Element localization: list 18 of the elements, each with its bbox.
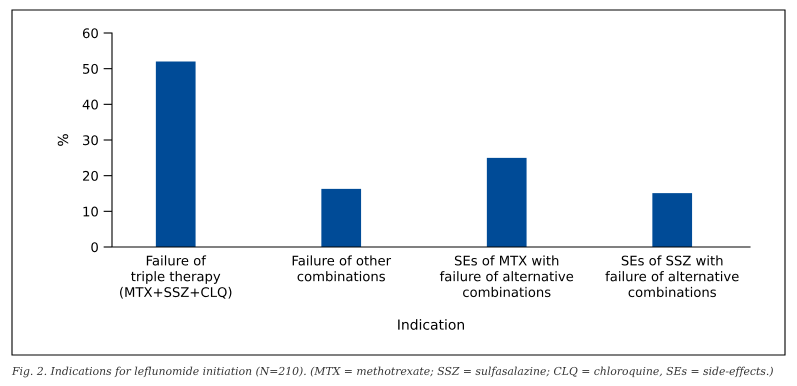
- y-tick-label: 0: [91, 242, 98, 252]
- y-tick-label: 60: [82, 28, 98, 38]
- y-tick-label: 50: [83, 64, 98, 74]
- bar: [486, 158, 527, 247]
- x-axis-title: Indication: [398, 319, 464, 330]
- caption: Fig. 2. Indications for leflunomide initiation (N=210). (MTX = methotrexate; SSZ = sulfasalazine; CLQ = chloroquine, SEs = side-effects.): [12, 366, 773, 378]
- x-tick-label: SEs of MTX with failure of alternative combinations: [440, 255, 574, 298]
- bar: [652, 193, 692, 247]
- bar: [156, 62, 196, 247]
- bar: [321, 188, 362, 247]
- y-axis-title: %: [58, 134, 68, 146]
- x-tick-label: Failure of other combinations: [292, 255, 392, 282]
- x-tick-label: Failure of triple therapy (MTX+SSZ+CLQ): [120, 255, 232, 299]
- y-tick-label: 40: [82, 100, 98, 110]
- y-tick-label: 30: [83, 135, 98, 146]
- x-tick-label: SEs of SSZ with failure of alternative combinations: [605, 255, 739, 298]
- y-tick-label: 20: [82, 170, 98, 181]
- y-tick-label: 10: [83, 206, 98, 217]
